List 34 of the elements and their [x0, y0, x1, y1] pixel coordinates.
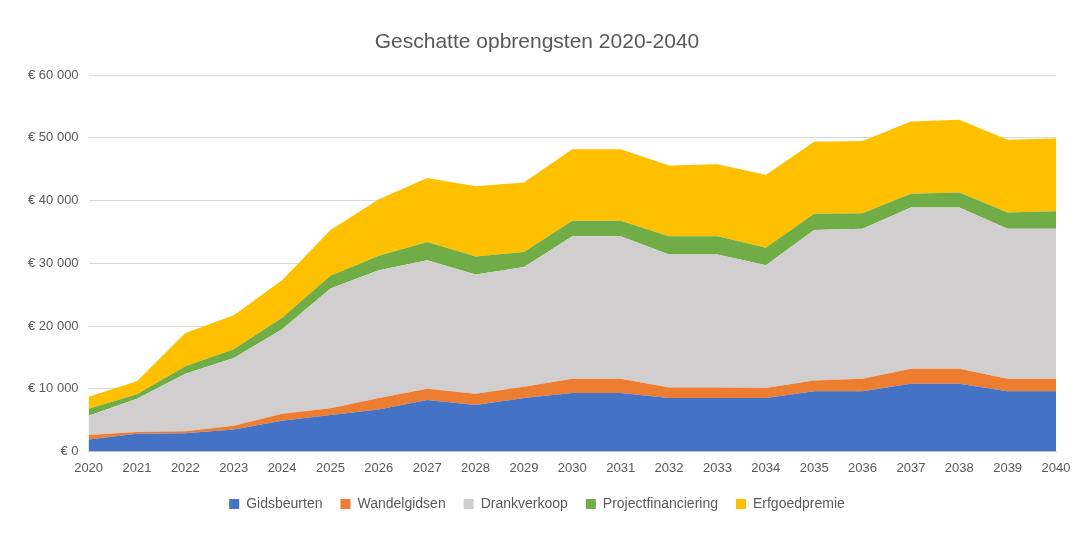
x-tick-label: 2040: [1041, 459, 1071, 475]
x-tick-label: 2030: [557, 459, 587, 475]
x-tick-label: 2027: [412, 459, 442, 475]
y-tick-label: € 10 000: [27, 380, 79, 396]
legend-label: Erfgoedpremie: [752, 494, 846, 511]
y-tick-label: € 0: [60, 442, 79, 458]
x-tick-label: 2025: [315, 459, 345, 475]
x-tick-label: 2032: [654, 459, 684, 475]
y-tick-label: € 30 000: [27, 254, 79, 270]
x-tick-label: 2029: [509, 459, 539, 475]
y-tick-label: € 60 000: [27, 66, 79, 82]
x-tick-label: 2022: [170, 459, 200, 475]
x-tick-label: 2036: [848, 459, 877, 475]
legend-label: Gidsbeurten: [246, 494, 323, 511]
x-tick-label: 2020: [74, 459, 104, 475]
y-tick-label: € 20 000: [27, 317, 79, 333]
x-tick-label: 2038: [944, 459, 974, 475]
legend-label: Drankverkoop: [480, 494, 569, 511]
chart-title: Geschatte opbrengsten 2020-2040: [374, 29, 700, 53]
x-tick-label: 2039: [993, 459, 1023, 475]
y-tick-label: € 50 000: [27, 129, 79, 145]
x-tick-label: 2034: [751, 459, 781, 475]
x-tick-label: 2033: [702, 459, 732, 475]
x-tick-label: 2035: [799, 459, 829, 475]
y-tick-label: € 40 000: [27, 192, 79, 208]
legend-label: Projectfinanciering: [602, 494, 718, 511]
x-tick-label: 2031: [606, 459, 636, 475]
x-tick-label: 2024: [267, 459, 297, 475]
x-tick-label: 2023: [219, 459, 249, 475]
x-tick-label: 2021: [122, 459, 152, 475]
x-tick-label: 2028: [461, 459, 491, 475]
x-tick-label: 2037: [896, 459, 926, 475]
x-tick-label: 2026: [364, 459, 394, 475]
legend-label: Wandelgidsen: [357, 494, 446, 511]
